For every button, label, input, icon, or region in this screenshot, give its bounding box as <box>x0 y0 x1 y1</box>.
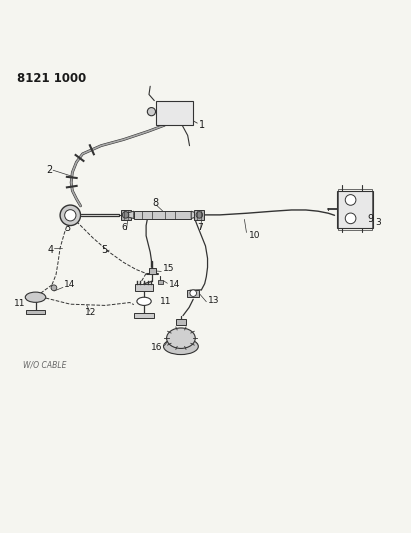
Text: 13: 13 <box>208 296 219 304</box>
Text: 11: 11 <box>14 299 25 308</box>
Circle shape <box>122 212 129 218</box>
Bar <box>26 310 44 313</box>
Text: 16: 16 <box>151 343 162 352</box>
Text: 12: 12 <box>85 308 96 317</box>
Text: 4: 4 <box>48 245 54 255</box>
Bar <box>135 284 153 291</box>
Ellipse shape <box>166 328 195 349</box>
Ellipse shape <box>137 297 151 305</box>
Ellipse shape <box>25 292 46 302</box>
Text: 14: 14 <box>169 280 180 289</box>
Text: 7: 7 <box>197 223 203 232</box>
Bar <box>148 268 156 274</box>
Bar <box>134 211 191 219</box>
Circle shape <box>65 209 76 221</box>
Text: 1: 1 <box>199 120 206 130</box>
Text: 3: 3 <box>376 217 381 227</box>
Bar <box>134 313 154 318</box>
Circle shape <box>196 212 203 218</box>
Bar <box>157 280 163 284</box>
Text: 14: 14 <box>64 280 76 289</box>
Text: 10: 10 <box>249 231 260 240</box>
Text: 6: 6 <box>122 223 127 232</box>
Bar <box>121 210 131 220</box>
Text: 11: 11 <box>160 297 172 306</box>
Circle shape <box>147 108 155 116</box>
Text: W/O CABLE: W/O CABLE <box>23 360 67 369</box>
Text: 8121 1000: 8121 1000 <box>17 72 86 85</box>
Circle shape <box>51 285 57 290</box>
Polygon shape <box>191 211 197 219</box>
Ellipse shape <box>164 338 199 354</box>
Circle shape <box>345 195 356 205</box>
Bar <box>156 101 193 125</box>
Bar <box>194 210 204 220</box>
Text: 5: 5 <box>101 245 107 255</box>
Bar <box>176 319 186 325</box>
Polygon shape <box>127 211 134 219</box>
Circle shape <box>60 205 81 225</box>
Text: 8: 8 <box>152 198 158 208</box>
Text: 3: 3 <box>64 223 70 232</box>
Circle shape <box>345 213 356 224</box>
Bar <box>338 189 372 230</box>
Text: 9: 9 <box>367 214 374 224</box>
Bar <box>187 290 199 297</box>
Text: 2: 2 <box>46 165 52 175</box>
Text: 15: 15 <box>162 264 174 273</box>
Bar <box>337 191 374 228</box>
Circle shape <box>190 290 196 296</box>
